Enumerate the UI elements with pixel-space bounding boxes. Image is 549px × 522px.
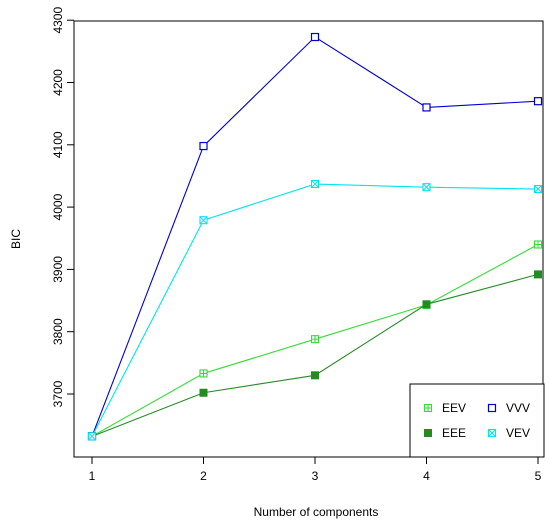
data-point-vvv xyxy=(533,97,543,106)
data-point-vev xyxy=(87,432,97,441)
x-tick-label: 1 xyxy=(89,469,96,483)
y-axis-label: BIC xyxy=(9,229,23,249)
y-tick-label: 3800 xyxy=(51,318,65,345)
data-point-vvv xyxy=(422,103,431,112)
y-tick-label: 3900 xyxy=(51,256,65,283)
data-point-eee xyxy=(534,270,542,279)
y-tick-label: 3700 xyxy=(51,380,65,407)
plot-frame xyxy=(73,20,544,458)
data-point-eee xyxy=(311,371,319,380)
legend-marker-vev xyxy=(487,428,497,438)
legend-label-eev: EEV xyxy=(442,401,466,415)
x-tick-label: 2 xyxy=(200,469,207,483)
legend-box xyxy=(409,383,545,458)
legend-marker-vvv xyxy=(487,403,497,413)
x-axis: 1 2 3 4 5 xyxy=(89,457,542,483)
data-point-eev xyxy=(533,240,543,249)
series-layer xyxy=(87,32,543,441)
x-tick-label: 3 xyxy=(312,469,319,483)
y-tick-label: 4100 xyxy=(51,131,65,158)
legend-marker-eev xyxy=(423,403,433,413)
y-tick-label: 4200 xyxy=(51,69,65,96)
y-tick-label: 4000 xyxy=(51,193,65,220)
data-point-eee xyxy=(422,300,431,309)
series-vev xyxy=(87,179,543,441)
legend-label-vvv: VVV xyxy=(506,401,530,415)
legend: EEV VVV EEE VEV xyxy=(409,383,545,458)
data-point-vev xyxy=(310,179,320,189)
x-tick-label: 5 xyxy=(535,469,542,483)
data-point-vev xyxy=(199,216,208,225)
legend-label-eee: EEE xyxy=(442,426,466,440)
x-tick-label: 4 xyxy=(423,469,430,483)
data-point-vvv xyxy=(199,141,208,151)
data-point-vev xyxy=(533,184,543,194)
y-axis: 3700 3800 3900 4000 4100 4200 4300 xyxy=(51,7,74,407)
x-axis-label: Number of components xyxy=(254,505,379,519)
data-point-eev xyxy=(310,335,320,344)
data-point-vev xyxy=(422,183,431,192)
data-point-vvv xyxy=(310,32,320,42)
y-tick-label: 4300 xyxy=(51,7,65,34)
data-point-eev xyxy=(199,369,208,378)
data-point-eee xyxy=(199,388,208,397)
legend-marker-eee xyxy=(424,429,432,437)
legend-label-vev: VEV xyxy=(506,426,530,440)
